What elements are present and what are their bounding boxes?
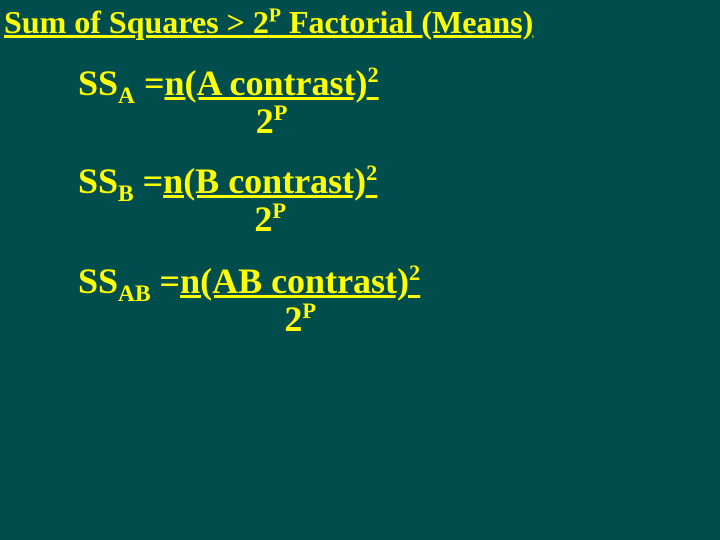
ssab-rhs: n(AB contrast)2 2P: [180, 260, 420, 340]
ssa-lhs: SSA =: [78, 62, 164, 110]
ssb-denominator: 2P: [163, 198, 377, 240]
ssb-num-pre: n(B contrast): [163, 161, 366, 201]
ssb-lhs-sub: B: [118, 181, 134, 207]
title-post: Factorial (Means): [281, 4, 533, 40]
ssab-numerator: n(AB contrast)2: [180, 260, 420, 302]
ssa-num-pre: n(A contrast): [164, 63, 367, 103]
formula-ssa: SSA = n(A contrast)2 2P: [78, 62, 420, 142]
ssab-lhs: SSAB =: [78, 260, 180, 308]
ssa-eq: =: [135, 63, 165, 103]
ssab-den-base: 2: [284, 299, 302, 339]
ssb-den-sup: P: [272, 198, 286, 223]
ssab-lhs-base: SS: [78, 261, 118, 301]
ssab-lhs-sub: AB: [118, 281, 151, 307]
formula-block: SSA = n(A contrast)2 2P SSB = n(B contra…: [78, 62, 420, 358]
ssb-lhs: SSB =: [78, 160, 163, 208]
ssab-eq: =: [151, 261, 181, 301]
ssb-eq: =: [134, 161, 164, 201]
formula-ssb: SSB = n(B contrast)2 2P: [78, 160, 420, 240]
ssa-den-base: 2: [256, 101, 274, 141]
formula-ssab: SSAB = n(AB contrast)2 2P: [78, 260, 420, 340]
ssb-rhs: n(B contrast)2 2P: [163, 160, 377, 240]
slide-title: Sum of Squares > 2P Factorial (Means): [4, 4, 533, 41]
ssb-den-base: 2: [254, 199, 272, 239]
ssa-denominator: 2P: [164, 100, 378, 142]
ssb-num-sup: 2: [366, 160, 377, 185]
title-sup: P: [269, 4, 281, 26]
title-pre: Sum of Squares > 2: [4, 4, 269, 40]
ssb-numerator: n(B contrast)2: [163, 160, 377, 202]
ssa-lhs-sub: A: [118, 83, 135, 109]
ssab-den-sup: P: [302, 298, 316, 323]
ssa-den-sup: P: [274, 100, 288, 125]
ssab-num-pre: n(AB contrast): [180, 261, 409, 301]
ssab-num-sup: 2: [409, 260, 420, 285]
ssa-num-sup: 2: [367, 62, 378, 87]
ssa-rhs: n(A contrast)2 2P: [164, 62, 378, 142]
ssa-lhs-base: SS: [78, 63, 118, 103]
ssab-denominator: 2P: [180, 298, 420, 340]
ssb-lhs-base: SS: [78, 161, 118, 201]
ssa-numerator: n(A contrast)2: [164, 62, 378, 104]
